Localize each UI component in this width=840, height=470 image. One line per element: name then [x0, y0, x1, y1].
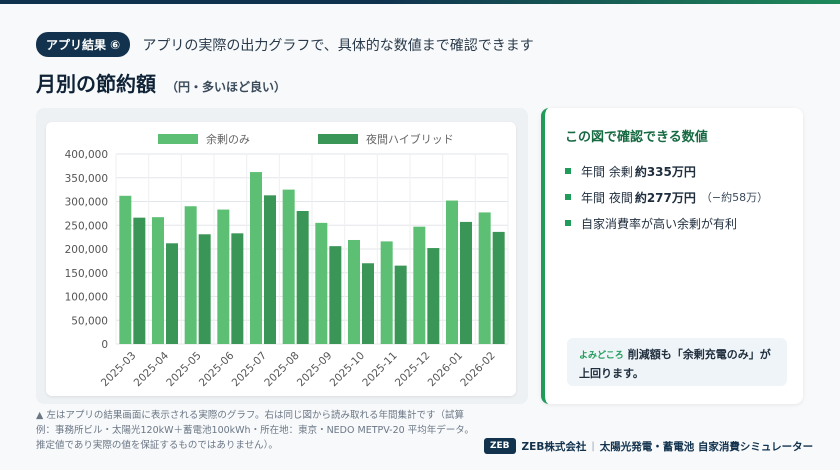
bar-surplus: [250, 172, 262, 344]
header-row: アプリ結果 ⑥ アプリの実際の出力グラフで、具体的な数値まで確認できます: [36, 32, 534, 57]
brand-company: ZEB株式会社: [521, 440, 587, 453]
x-tick-label: 2025-05: [164, 350, 204, 390]
x-tick-label: 2025-12: [393, 350, 433, 390]
bar-surplus: [380, 241, 393, 344]
bar-surplus: [478, 212, 491, 344]
info-title: この図で確認できる数値: [565, 130, 708, 145]
info-item-diff: （−約58万）: [700, 191, 769, 204]
info-panel: この図で確認できる数値 年間 余剰 約335万円 年間 夜間 約277万円 （−…: [541, 108, 803, 404]
bar-surplus: [413, 226, 426, 344]
y-tick-label: 50,000: [71, 315, 108, 327]
y-tick-label: 150,000: [65, 268, 108, 280]
chart-card: 0 50,000 100,000 150,000 200,000 250,000 300,0…: [46, 122, 516, 396]
y-tick-label: 200,000: [65, 244, 108, 256]
info-item-label: 自家消費率が高い余剰が有利: [581, 216, 738, 231]
x-tick-label: 2025-11: [360, 350, 400, 390]
info-item-label: 年間 余剰: [581, 164, 633, 179]
bar-surplus: [152, 217, 164, 344]
bar-night-hybrid: [166, 243, 178, 344]
y-tick-label: 400,000: [65, 149, 108, 161]
bar-surplus: [282, 189, 295, 344]
page-title: 月別の節約額: [36, 72, 156, 96]
x-tick-label: 2026-02: [458, 350, 498, 390]
brand-product: 太陽光発電・蓄電池 自家消費シミュレーター: [599, 440, 814, 453]
bar-surplus: [348, 239, 360, 344]
bullet-icon: [565, 168, 571, 174]
bullet-icon: [565, 194, 571, 200]
info-item-annual-night: 年間 夜間 約277万円 （−約58万）: [565, 184, 768, 210]
bar-night-hybrid: [394, 265, 407, 344]
legend-label: 余剰のみ: [206, 132, 250, 146]
x-tick-label: 2026-01: [426, 350, 466, 390]
x-tick-label: 2025-09: [295, 350, 335, 390]
info-list: 年間 余剰 約335万円 年間 夜間 約277万円 （−約58万） 自家消費率が…: [565, 158, 768, 236]
y-tick-label: 300,000: [65, 197, 108, 209]
x-tick-label: 2025-06: [197, 349, 237, 389]
bar-night-hybrid: [427, 248, 440, 344]
brand-logo: ZEB: [484, 438, 516, 454]
legend-swatch: [158, 134, 198, 144]
bar-surplus: [119, 195, 132, 344]
title-row: 月別の節約額 （円・多いほど良い）: [36, 68, 286, 97]
y-tick-label: 350,000: [65, 173, 108, 185]
note-text: 削減額も「余剰充電のみ」が上回ります。: [579, 348, 771, 380]
title-note: （円・多いほど良い）: [166, 80, 287, 94]
x-tick-label: 2025-10: [328, 350, 368, 390]
bar-night-hybrid: [231, 233, 244, 344]
bar-chart: 0 50,000 100,000 150,000 200,000 250,000 300,0…: [65, 132, 509, 390]
brand-separator: |: [591, 440, 595, 452]
x-tick-label: 2025-04: [132, 349, 172, 389]
legend-swatch: [318, 134, 358, 144]
bar-surplus: [184, 206, 197, 344]
bullet-icon: [565, 220, 571, 226]
y-tick-label: 100,000: [65, 292, 108, 304]
info-item-value: 約335万円: [634, 164, 696, 179]
bar-night-hybrid: [198, 234, 211, 344]
bar-surplus: [217, 209, 230, 344]
section-subtitle: アプリの実際の出力グラフで、具体的な数値まで確認できます: [142, 37, 534, 54]
bar-night-hybrid: [264, 195, 276, 344]
bar-night-hybrid: [460, 221, 472, 344]
info-item-label: 年間 夜間: [581, 190, 633, 205]
bar-surplus: [446, 200, 458, 344]
legend-label: 夜間ハイブリッド: [366, 132, 454, 146]
y-tick-label: 0: [101, 339, 108, 351]
bar-surplus: [315, 222, 328, 344]
note-box: よみどころ 削減額も「余剰充電のみ」が上回ります。: [567, 338, 787, 386]
bar-night-hybrid: [492, 231, 505, 344]
note-tag: よみどころ: [579, 351, 624, 361]
footer-brand: ZEB ZEB株式会社 | 太陽光発電・蓄電池 自家消費シミュレーター: [484, 438, 813, 454]
bar-night-hybrid: [296, 211, 309, 344]
info-item-value: 約277万円: [634, 190, 696, 205]
footnote: ▲ 左はアプリの結果画面に表示される実際のグラフ。右は同じ図から読み取れる年間集…: [36, 410, 474, 451]
top-accent-stripe: [0, 0, 840, 4]
bar-night-hybrid: [362, 263, 374, 344]
bar-night-hybrid: [329, 246, 342, 344]
x-tick-label: 2025-03: [99, 350, 139, 390]
section-badge: アプリ結果 ⑥: [36, 32, 131, 57]
chart-panel: 0 50,000 100,000 150,000 200,000 250,000 300,0…: [36, 108, 528, 404]
info-item-annual-surplus: 年間 余剰 約335万円: [565, 158, 768, 184]
y-tick-label: 250,000: [65, 220, 108, 232]
x-tick-label: 2025-07: [230, 350, 270, 390]
x-tick-label: 2025-08: [262, 350, 302, 390]
bar-night-hybrid: [133, 217, 146, 344]
info-item-conclusion: 自家消費率が高い余剰が有利: [565, 210, 768, 236]
